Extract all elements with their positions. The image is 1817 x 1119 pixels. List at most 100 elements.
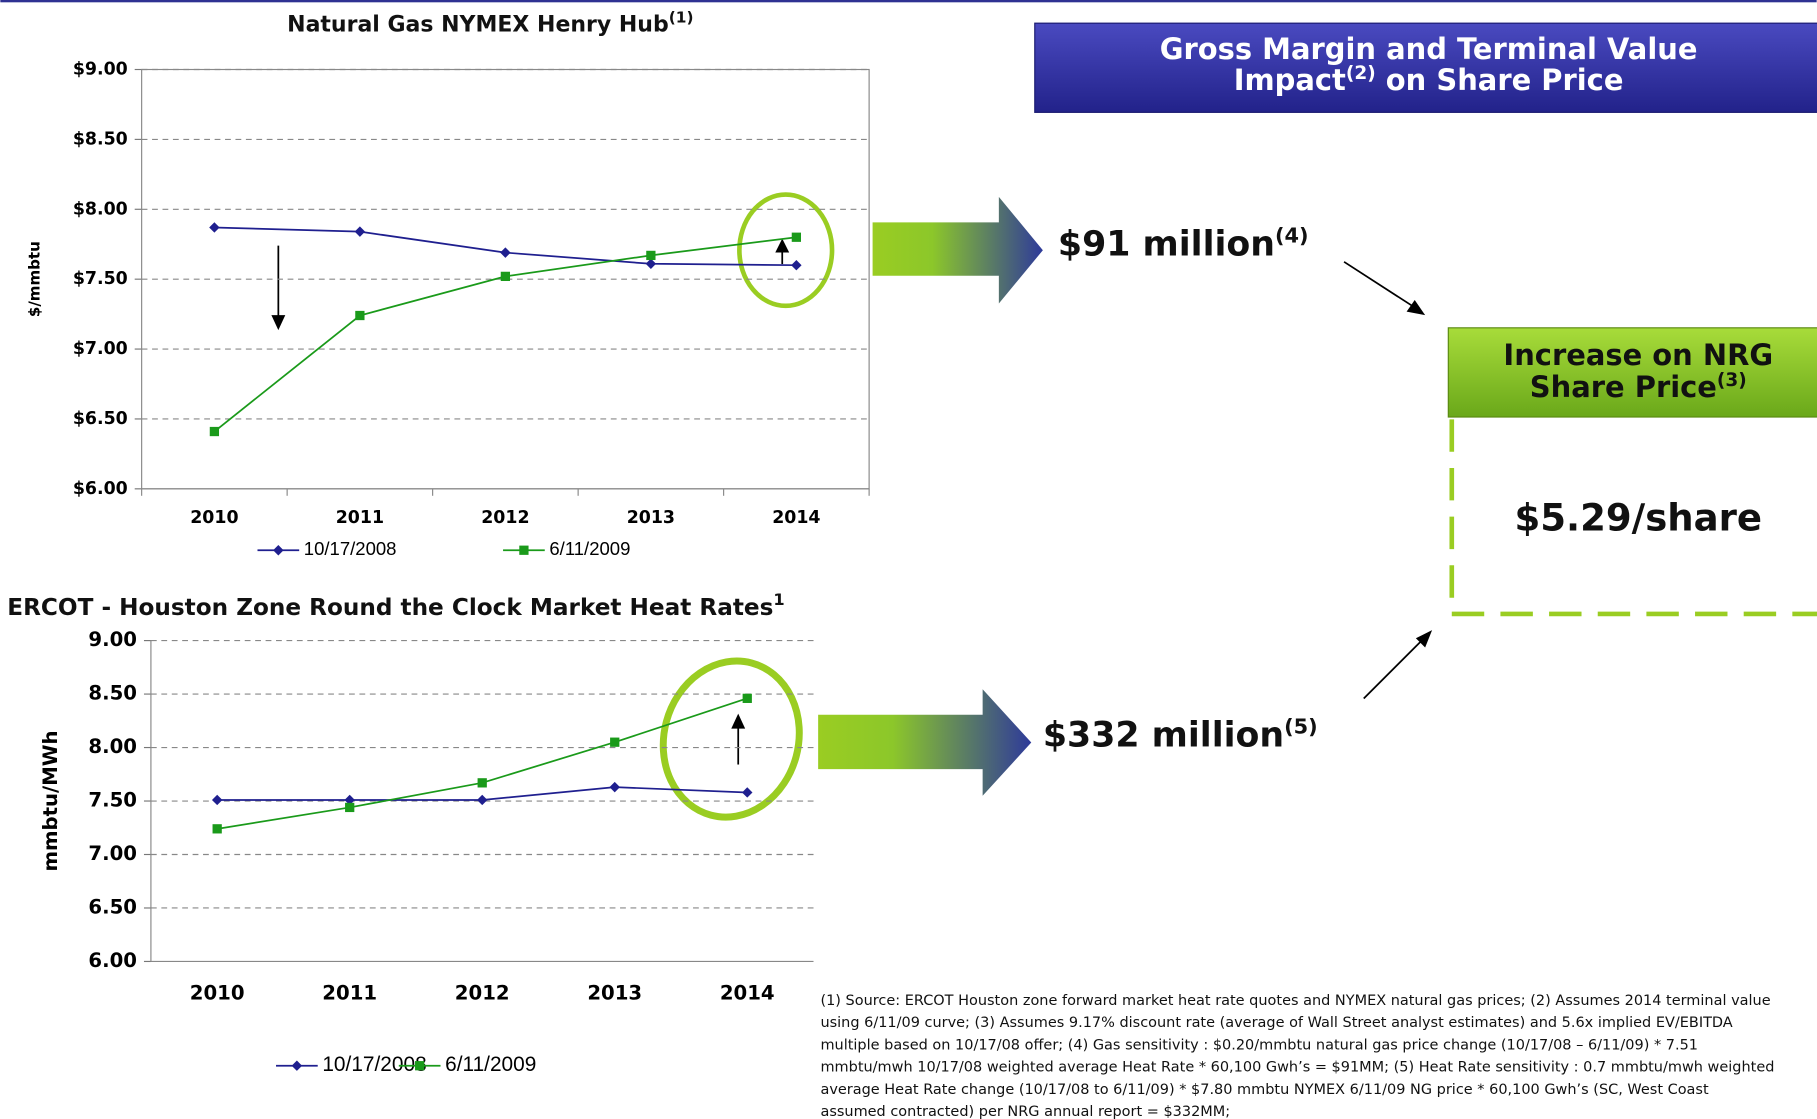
series-line (213, 236, 797, 433)
change-arrow (731, 713, 746, 729)
header-text: Impact(2) on Share Price (1234, 62, 1624, 97)
footnote-ref: (5) (1284, 714, 1318, 738)
legend-marker (415, 1061, 425, 1071)
impact-text: $332 million (1043, 716, 1284, 756)
change-arrow (271, 315, 286, 331)
data-point (209, 222, 220, 233)
data-point (742, 787, 753, 798)
data-point (500, 247, 511, 258)
footnote: (1) Source: ERCOT Houston zone forward m… (820, 993, 1774, 1119)
footnote-line: (1) Source: ERCOT Houston zone forward m… (820, 993, 1770, 1009)
footnote-line: assumed contracted) per NRG annual repor… (820, 1104, 1230, 1119)
result-header (1447, 327, 1817, 418)
footnote-ref: (1) (669, 8, 694, 26)
data-point (209, 426, 220, 437)
chart-title: Natural Gas NYMEX Henry Hub (287, 12, 669, 37)
flow-arrow (818, 689, 1032, 796)
data-point (355, 310, 365, 321)
impact-text: $91 million(4) (1058, 223, 1309, 264)
result-border (1449, 419, 1817, 617)
top-rule (0, 0, 1817, 3)
result-title: Share Price(3) (1530, 369, 1747, 404)
header-text: Gross Margin and Terminal Value (1160, 32, 1698, 66)
footnote-ref: (3) (1717, 369, 1747, 390)
data-point (610, 737, 620, 747)
data-point (645, 258, 657, 270)
y-tick-label: $7.50 (73, 269, 128, 289)
connector (1363, 636, 1426, 700)
chart-title: ERCOT - Houston Zone Round the Clock Mar… (7, 595, 773, 621)
x-tick-label: 2014 (772, 508, 820, 528)
series-line (214, 226, 797, 267)
y-tick-label: $8.00 (73, 199, 128, 219)
footnote-ref: (4) (1275, 223, 1309, 247)
impact-text: $332 million(5) (1043, 714, 1318, 755)
y-tick-label: $6.50 (73, 409, 128, 429)
x-tick-label: 2011 (322, 981, 377, 1004)
x-tick-label: 2013 (587, 981, 642, 1004)
impact-text: $91 million (1058, 225, 1275, 265)
x-tick-label: 2014 (720, 981, 775, 1004)
data-point (791, 232, 802, 242)
result-value: $5.29/share (1515, 497, 1763, 540)
data-point (345, 802, 355, 813)
data-point (344, 794, 355, 806)
connector-head (1406, 300, 1426, 316)
x-tick-label: 2012 (481, 508, 529, 528)
data-point (791, 259, 802, 271)
legend-label: 10/17/2008 (322, 1053, 426, 1076)
x-tick-label: 2012 (455, 981, 510, 1004)
data-point (646, 250, 656, 261)
highlight-circle (659, 657, 803, 821)
header-box (1034, 22, 1817, 113)
y-axis-label: mmbtu/MWh (39, 730, 62, 871)
data-point (477, 794, 488, 806)
change-arrow (775, 238, 790, 253)
y-tick-label: 9.00 (88, 628, 137, 651)
footnote-line: mmbtu/mwh 10/17/08 weighted average Heat… (820, 1060, 1774, 1076)
legend-marker (519, 545, 529, 555)
y-tick-label: $6.00 (73, 479, 128, 499)
chart-title: Natural Gas NYMEX Henry Hub(1) (287, 8, 693, 38)
header-text: Impact (1234, 63, 1346, 97)
x-tick-label: 2013 (627, 508, 675, 528)
footnote-line: average Heat Rate change (10/17/08 to 6/… (820, 1082, 1709, 1098)
header-text: on Share Price (1376, 63, 1624, 97)
y-tick-label: $7.00 (73, 339, 128, 359)
result-title: Share Price (1530, 370, 1717, 404)
legend-label: 6/11/2009 (445, 1053, 536, 1076)
chart-title: ERCOT - Houston Zone Round the Clock Mar… (7, 590, 784, 621)
footnote-line: multiple based on 10/17/08 offer; (4) Ga… (820, 1037, 1698, 1053)
data-point (354, 226, 366, 237)
data-point (742, 693, 752, 703)
x-tick-label: 2010 (190, 981, 245, 1004)
y-tick-label: 8.50 (88, 682, 137, 705)
y-tick-label: 8.00 (88, 735, 137, 758)
data-point (477, 778, 487, 788)
data-point (500, 271, 511, 282)
y-tick-label: 6.00 (88, 949, 137, 972)
connector-head (1415, 630, 1433, 648)
legend-label: 10/17/2008 (304, 538, 397, 559)
data-point (609, 781, 620, 793)
data-point (212, 824, 222, 834)
data-point (211, 794, 223, 806)
result-title: Increase on NRG (1503, 338, 1773, 372)
legend-marker (273, 545, 284, 556)
x-tick-label: 2011 (336, 508, 384, 528)
y-tick-label: $8.50 (73, 129, 128, 149)
flow-arrow (872, 196, 1043, 304)
y-tick-label: 7.50 (88, 789, 137, 812)
footnote-ref: 1 (773, 590, 784, 609)
connector (1343, 261, 1420, 312)
x-tick-label: 2010 (190, 508, 238, 528)
legend-label: 6/11/2009 (549, 538, 630, 559)
legend-marker (291, 1060, 303, 1071)
y-tick-label: 6.50 (88, 895, 137, 918)
y-axis-label: $/mmbtu (26, 241, 44, 317)
y-tick-label: 7.00 (88, 842, 137, 865)
footnote-line: using 6/11/09 curve; (3) Assumes 9.17% d… (820, 1015, 1732, 1031)
highlight-circle (737, 192, 835, 309)
footnote-ref: (2) (1346, 62, 1376, 83)
